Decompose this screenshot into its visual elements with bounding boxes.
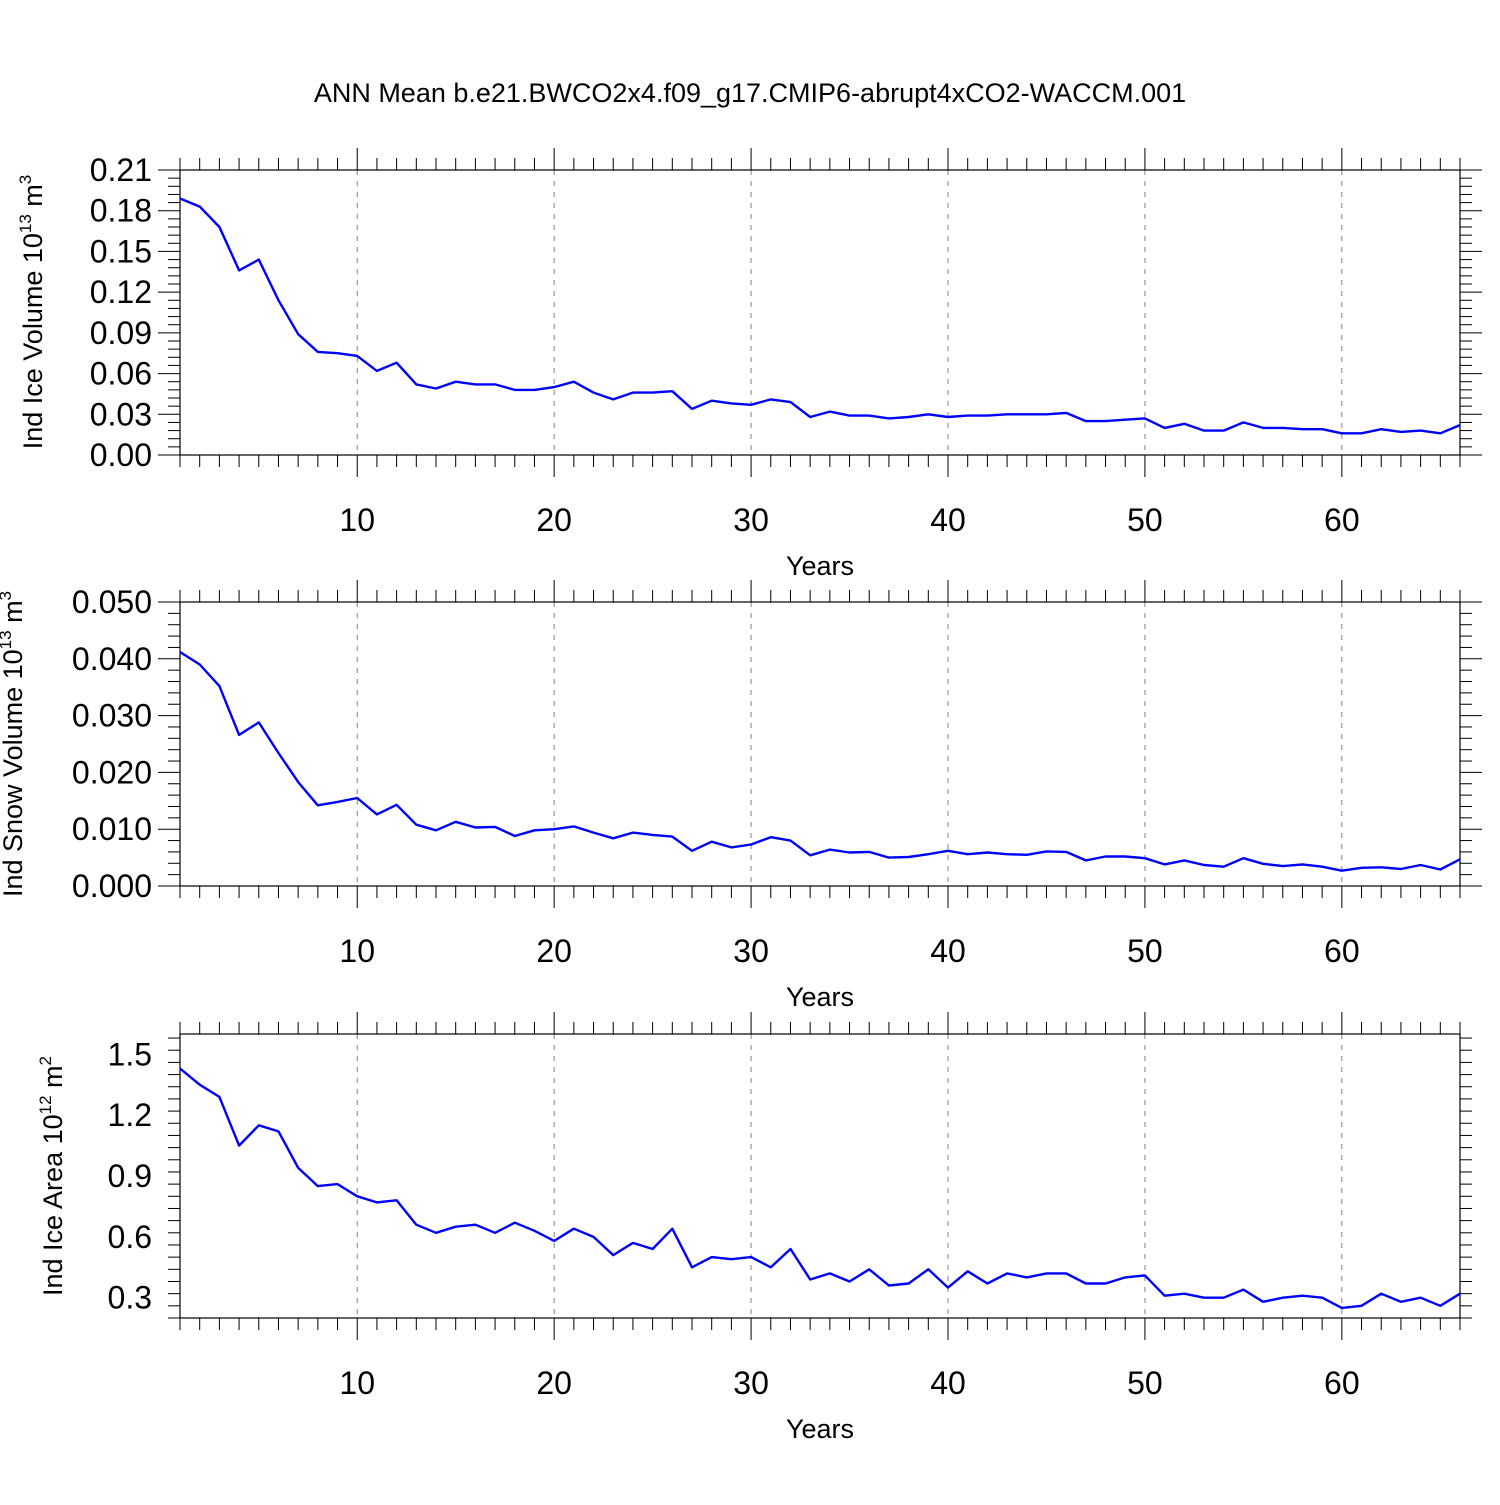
x-tick-label: 10: [339, 933, 375, 969]
x-tick-label: 30: [733, 933, 769, 969]
x-axis-label: Years: [786, 982, 854, 1012]
x-tick-label: 50: [1127, 502, 1163, 538]
y-axis-label: Ind Snow Volume 1013 m3: [0, 591, 28, 897]
panel-2: 10 20 30 40 50 60 Years 0.000 0.010 0.020 0.030 0.0…: [0, 580, 1482, 1012]
x-tick-label: 50: [1127, 1365, 1163, 1401]
y-label-text: Ind Snow Volume 10: [0, 649, 28, 897]
y-tick-label: 0.12: [90, 274, 152, 310]
y-tick-label: 0.9: [108, 1158, 152, 1194]
y-tick-label: 0.06: [90, 356, 152, 392]
y-tick-label: 0.3: [108, 1280, 152, 1316]
x-tick-label: 60: [1324, 502, 1360, 538]
y-axis-label: Ind Ice Area 1012 m2: [36, 1056, 68, 1296]
y-tick-label: 0.010: [72, 811, 152, 847]
x-axis-label: Years: [786, 551, 854, 581]
plot-frame: [179, 169, 1461, 456]
y-label-unit-exponent: 3: [16, 175, 35, 184]
x-tick-label: 20: [536, 1365, 572, 1401]
plot-frame: [179, 1033, 1461, 1319]
y-tick-label: 0.030: [72, 698, 152, 734]
y-label-exponent: 13: [0, 630, 15, 649]
y-tick-label: 0.21: [90, 152, 152, 188]
y-label-text: Ind Ice Volume 10: [18, 233, 48, 449]
y-tick-label: 1.2: [108, 1097, 152, 1133]
plot-frame: [179, 601, 1461, 887]
x-tick-label: 60: [1324, 1365, 1360, 1401]
panel-3: 10 20 30 40 50 60 Years 0.3 0.6 0.9 1.2 1.5 Ind Ice …: [36, 1012, 1472, 1444]
y-label-text: Ind Ice Area 10: [38, 1114, 68, 1296]
y-tick-label: 0.000: [72, 868, 152, 904]
x-tick-label: 10: [339, 1365, 375, 1401]
x-tick-label: 40: [930, 1365, 966, 1401]
x-tick-label: 30: [733, 502, 769, 538]
series-line: [179, 650, 1461, 872]
x-tick-label: 40: [930, 502, 966, 538]
y-label-unit: m: [0, 600, 28, 630]
x-tick-label: 30: [733, 1365, 769, 1401]
y-label-unit-exponent: 3: [0, 591, 15, 600]
y-tick-label: 0.6: [108, 1219, 152, 1255]
x-tick-label: 20: [536, 933, 572, 969]
chart-title: ANN Mean b.e21.BWCO2x4.f09_g17.CMIP6-abr…: [313, 78, 1187, 108]
y-tick-label: 0.040: [72, 641, 152, 677]
series-line: [179, 1067, 1461, 1310]
panel-1: 10 20 30 40 50 60 Years 0.00 0.03 0.06 0.09 0.12 0.1…: [16, 148, 1482, 581]
x-tick-label: 20: [536, 502, 572, 538]
y-tick-label: 0.09: [90, 315, 152, 351]
y-tick-label: 1.5: [108, 1036, 152, 1072]
x-tick-label: 10: [339, 502, 375, 538]
x-tick-label: 50: [1127, 933, 1163, 969]
y-label-unit: m: [38, 1065, 68, 1095]
y-tick-label: 0.15: [90, 233, 152, 269]
series-line: [179, 197, 1461, 435]
y-tick-label: 0.020: [72, 754, 152, 790]
y-label-unit-exponent: 2: [36, 1056, 55, 1065]
y-axis-label: Ind Ice Volume 1013 m3: [16, 175, 48, 450]
x-tick-label: 60: [1324, 933, 1360, 969]
y-tick-label: 0.03: [90, 396, 152, 432]
y-label-exponent: 12: [36, 1095, 55, 1114]
y-tick-label: 0.050: [72, 584, 152, 620]
y-label-exponent: 13: [16, 214, 35, 233]
y-tick-label: 0.00: [90, 437, 152, 473]
y-label-unit: m: [18, 184, 48, 214]
x-tick-label: 40: [930, 933, 966, 969]
x-axis-label: Years: [786, 1414, 854, 1444]
y-tick-label: 0.18: [90, 193, 152, 229]
